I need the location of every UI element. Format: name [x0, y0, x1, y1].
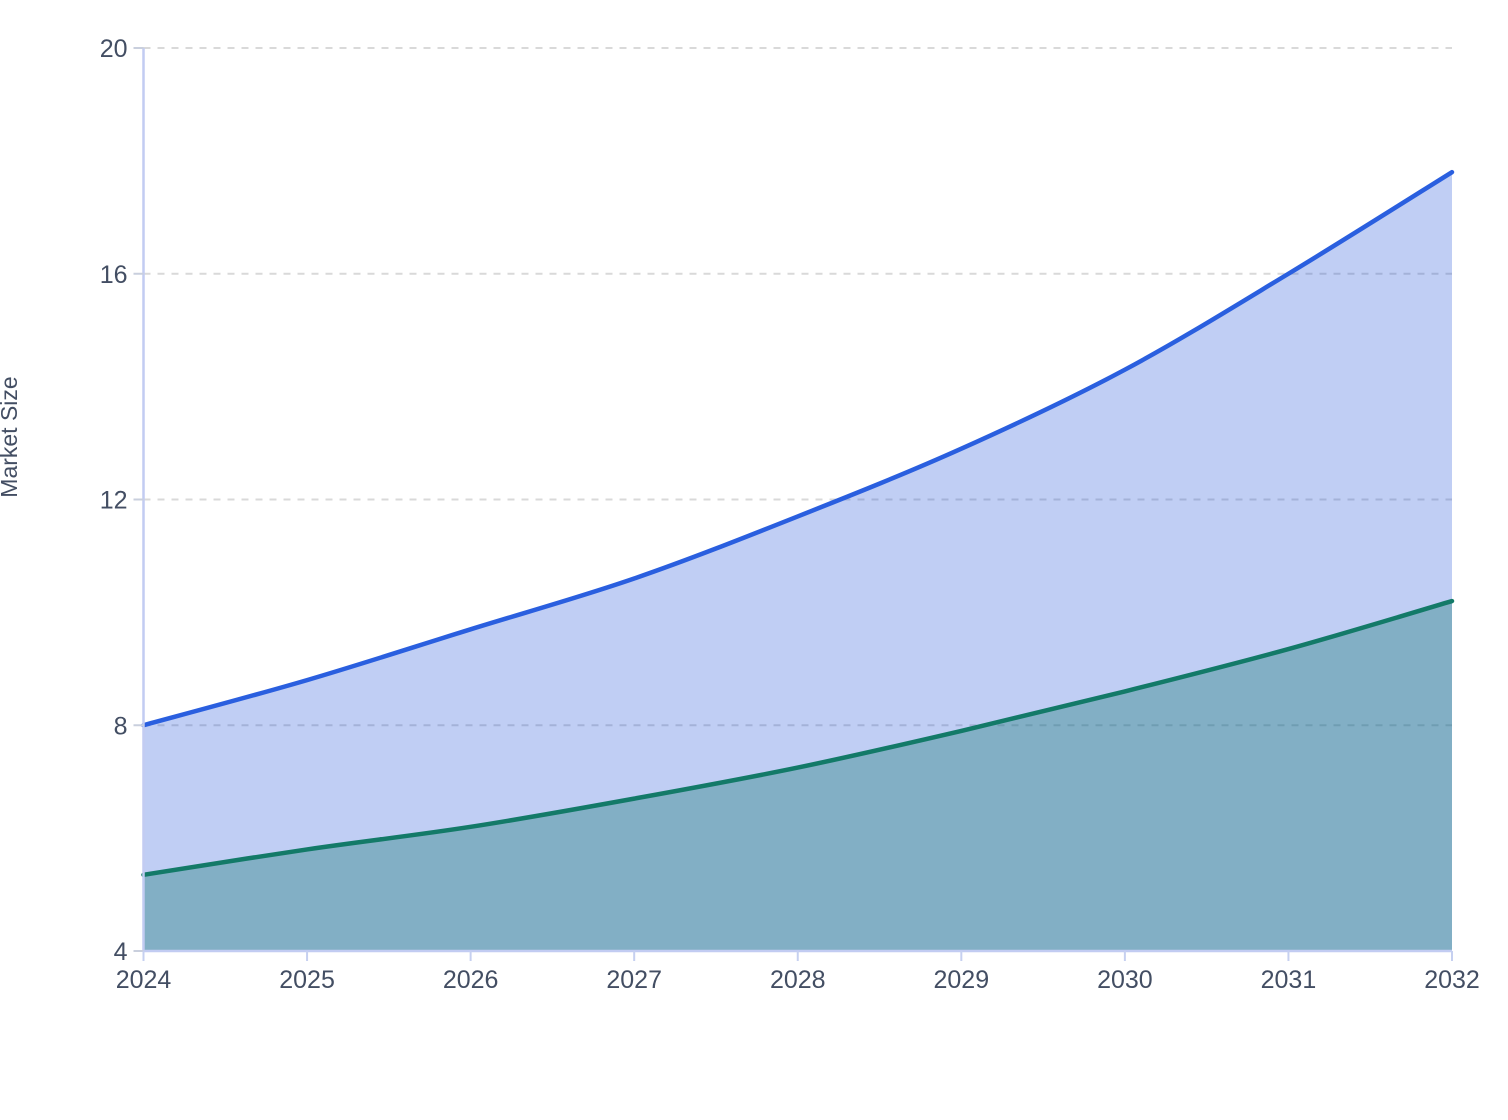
x-tick-label-2027: 2027 — [606, 966, 662, 994]
y-tick-label-16: 16 — [100, 261, 128, 289]
x-tick-label-2028: 2028 — [770, 966, 826, 994]
x-tick-label-2030: 2030 — [1097, 966, 1153, 994]
x-tick-label-2024: 2024 — [116, 966, 172, 994]
x-tick-label-2031: 2031 — [1261, 966, 1317, 994]
x-tick-label-2026: 2026 — [443, 966, 499, 994]
area-lower_area_series — [143, 601, 1452, 951]
y-tick-label-8: 8 — [114, 712, 128, 740]
line-lower_area_series — [141, 598, 1455, 878]
x-tick-label-2029: 2029 — [934, 966, 990, 994]
area-upper_area_series — [143, 172, 1452, 952]
x-tick-label-2025: 2025 — [279, 966, 335, 994]
line-upper_area_series — [141, 169, 1455, 728]
y-axis-title: Market Size — [0, 376, 22, 497]
chart-plot-area: 4 8 12 16 20 2024 2025 2026 2027 2028 2029 2030 2031… — [100, 35, 1480, 994]
y-tick-label-4: 4 — [114, 938, 128, 966]
y-tick-label-20: 20 — [100, 35, 128, 63]
x-tick-label-2032: 2032 — [1424, 966, 1480, 994]
y-tick-label-12: 12 — [100, 487, 128, 515]
